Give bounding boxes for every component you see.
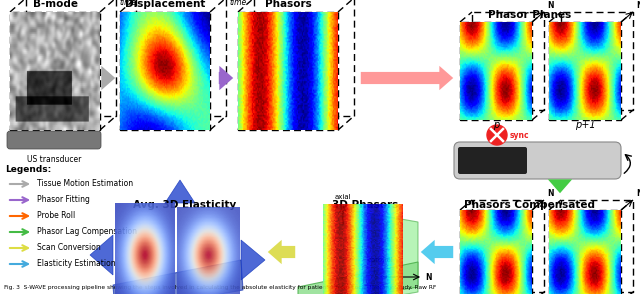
Polygon shape: [165, 180, 195, 203]
Circle shape: [487, 125, 507, 145]
Text: N: N: [636, 189, 640, 198]
Polygon shape: [298, 262, 418, 294]
Polygon shape: [113, 260, 243, 294]
Text: Displacement: Displacement: [125, 0, 205, 9]
Text: Legends:: Legends:: [5, 165, 51, 174]
Text: Scan Conversion: Scan Conversion: [37, 243, 100, 253]
Text: US transducer: US transducer: [27, 155, 81, 164]
Text: Phasor Planes: Phasor Planes: [488, 10, 572, 20]
Text: p: p: [493, 120, 499, 130]
FancyBboxPatch shape: [458, 147, 527, 174]
Text: time: time: [230, 0, 247, 7]
Text: 3D Phasors: 3D Phasors: [332, 200, 398, 210]
Text: B-mode: B-mode: [33, 0, 77, 9]
Text: p+1: p+1: [575, 120, 595, 130]
FancyBboxPatch shape: [454, 142, 621, 179]
Text: axial: axial: [335, 194, 351, 200]
Text: Elasticity Estimation: Elasticity Estimation: [37, 260, 116, 268]
Polygon shape: [90, 235, 113, 275]
Text: sync: sync: [510, 273, 530, 283]
Text: Phasors Compensated: Phasors Compensated: [465, 200, 595, 210]
Polygon shape: [333, 207, 418, 294]
Text: sync: sync: [510, 131, 530, 139]
Text: Probe Roll: Probe Roll: [37, 211, 76, 220]
Text: Phasor Fitting: Phasor Fitting: [37, 196, 90, 205]
Text: Phasor Lag Compensation: Phasor Lag Compensation: [37, 228, 137, 236]
Text: N: N: [636, 1, 640, 10]
Text: Tissue Motion Estimation: Tissue Motion Estimation: [37, 180, 133, 188]
Text: N: N: [547, 189, 554, 198]
Text: Phasors: Phasors: [264, 0, 312, 9]
Text: Avg. 3D Elasticity: Avg. 3D Elasticity: [133, 200, 237, 210]
Polygon shape: [241, 240, 265, 280]
Circle shape: [487, 268, 507, 288]
Text: coronal: coronal: [368, 257, 394, 263]
Text: N: N: [425, 273, 431, 281]
FancyBboxPatch shape: [7, 131, 101, 149]
Text: Fig. 3  S-WAVE processing pipeline showing the steps involved in calculating the: Fig. 3 S-WAVE processing pipeline showin…: [4, 285, 436, 290]
Text: time: time: [120, 0, 137, 7]
Text: N: N: [547, 1, 554, 10]
